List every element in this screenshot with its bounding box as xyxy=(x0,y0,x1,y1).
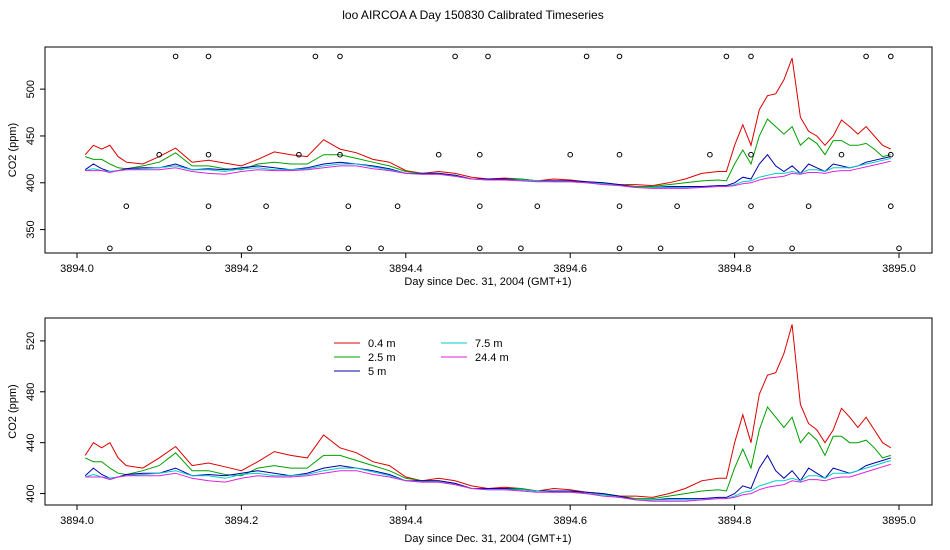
y-tick-label: 520 xyxy=(25,332,37,350)
x-tick-label: 3894.2 xyxy=(225,263,259,275)
marker-point xyxy=(263,203,269,209)
legend-label: 7.5 m xyxy=(475,338,503,350)
legend-label: 5 m xyxy=(368,366,386,378)
marker-point xyxy=(723,53,730,60)
y-tick-label: 440 xyxy=(25,433,37,451)
legend-label: 2.5 m xyxy=(368,352,396,364)
series-line-24-4-m xyxy=(85,160,891,189)
marker-point xyxy=(583,53,590,60)
marker-point xyxy=(345,245,352,252)
series-group xyxy=(84,324,892,502)
legend-label: 0.4 m xyxy=(368,338,396,350)
y-tick-label: 400 xyxy=(25,174,37,192)
y-tick-label: 450 xyxy=(25,127,37,145)
x-axis-title: Day since Dec. 31, 2004 (GMT+1) xyxy=(404,533,571,545)
series-line-2-5-m xyxy=(85,118,891,187)
marker-point xyxy=(896,245,902,252)
y-tick-label: 350 xyxy=(25,220,37,238)
marker-point xyxy=(312,53,319,60)
marker-point xyxy=(345,203,352,209)
marker-point xyxy=(378,245,384,252)
marker-point xyxy=(477,151,483,158)
plot-frame xyxy=(44,317,933,506)
marker-point xyxy=(805,203,812,209)
marker-point xyxy=(172,53,179,60)
marker-point xyxy=(123,203,130,209)
marker-point xyxy=(707,151,713,158)
marker-point xyxy=(748,203,754,209)
marker-point xyxy=(616,203,623,209)
plot-frame xyxy=(44,46,933,254)
marker-point xyxy=(477,203,483,209)
marker-point xyxy=(863,53,869,60)
marker-point xyxy=(789,245,795,252)
marker-point xyxy=(337,151,343,158)
marker-point xyxy=(246,245,253,252)
panel-bottom: 3894.0 3894.2 3894.4 3894.6 3894.8 3895.0 400 4… xyxy=(7,317,933,545)
x-tick-label: 3894.6 xyxy=(553,515,587,527)
marker-point xyxy=(107,245,113,252)
series-line-0-4-m xyxy=(84,58,892,187)
panel-top: 3894.0 3894.2 3894.4 3894.6 3894.8 3895.0 350 4… xyxy=(7,46,933,288)
y-axis-title: CO2 (ppm) xyxy=(7,384,19,438)
marker-point xyxy=(205,53,212,60)
marker-point xyxy=(485,53,491,60)
marker-point xyxy=(616,245,623,252)
x-tick-label: 3894.4 xyxy=(389,263,423,275)
marker-point xyxy=(567,151,574,158)
x-tick-label: 3894.2 xyxy=(225,515,259,527)
marker-point xyxy=(205,151,212,158)
marker-point xyxy=(337,53,343,60)
series-line-24-4-m xyxy=(85,463,891,502)
legend-label: 24.4 m xyxy=(475,352,509,364)
marker-point xyxy=(838,151,845,158)
marker-point xyxy=(518,245,524,252)
marker-point xyxy=(296,151,302,158)
x-tick-label: 3894.0 xyxy=(60,263,94,275)
series-line-5-m xyxy=(84,454,891,501)
marker-point xyxy=(657,245,664,252)
marker-point xyxy=(748,151,754,158)
marker-point xyxy=(156,151,162,158)
marker-point xyxy=(888,53,894,60)
marker-point xyxy=(674,203,680,209)
x-tick-label: 3894.6 xyxy=(553,263,587,275)
series-group xyxy=(84,58,892,189)
marker-point xyxy=(616,151,623,158)
x-tick-label: 3894.8 xyxy=(718,263,752,275)
marker-point xyxy=(888,151,894,158)
marker-point xyxy=(435,151,442,158)
y-tick-label: 400 xyxy=(25,484,37,502)
x-tick-label: 3894.8 xyxy=(718,515,752,527)
x-tick-label: 3895.0 xyxy=(882,515,916,527)
y-tick-label: 500 xyxy=(25,80,37,98)
series-line-2-5-m xyxy=(84,405,891,500)
marker-point xyxy=(748,245,754,252)
marker-point xyxy=(205,245,212,252)
marker-point xyxy=(534,203,541,209)
x-tick-label: 3894.0 xyxy=(60,515,94,527)
x-axis-title: Day since Dec. 31, 2004 (GMT+1) xyxy=(404,276,571,288)
marker-point xyxy=(477,245,483,252)
y-tick-label: 480 xyxy=(25,383,37,401)
marker-point xyxy=(452,53,458,60)
x-tick-label: 3895.0 xyxy=(882,263,916,275)
series-line-5-m xyxy=(84,153,891,188)
y-axis-title: CO2 (ppm) xyxy=(7,123,19,177)
x-tick-label: 3894.4 xyxy=(389,515,423,527)
series-line-0-4-m xyxy=(84,324,892,498)
marker-point xyxy=(394,203,401,209)
marker-point xyxy=(748,53,754,60)
marker-point xyxy=(205,203,212,209)
chart-title: loo AIRCOA A Day 150830 Calibrated Times… xyxy=(342,8,603,22)
marker-point xyxy=(888,203,894,209)
marker-point xyxy=(616,53,623,60)
